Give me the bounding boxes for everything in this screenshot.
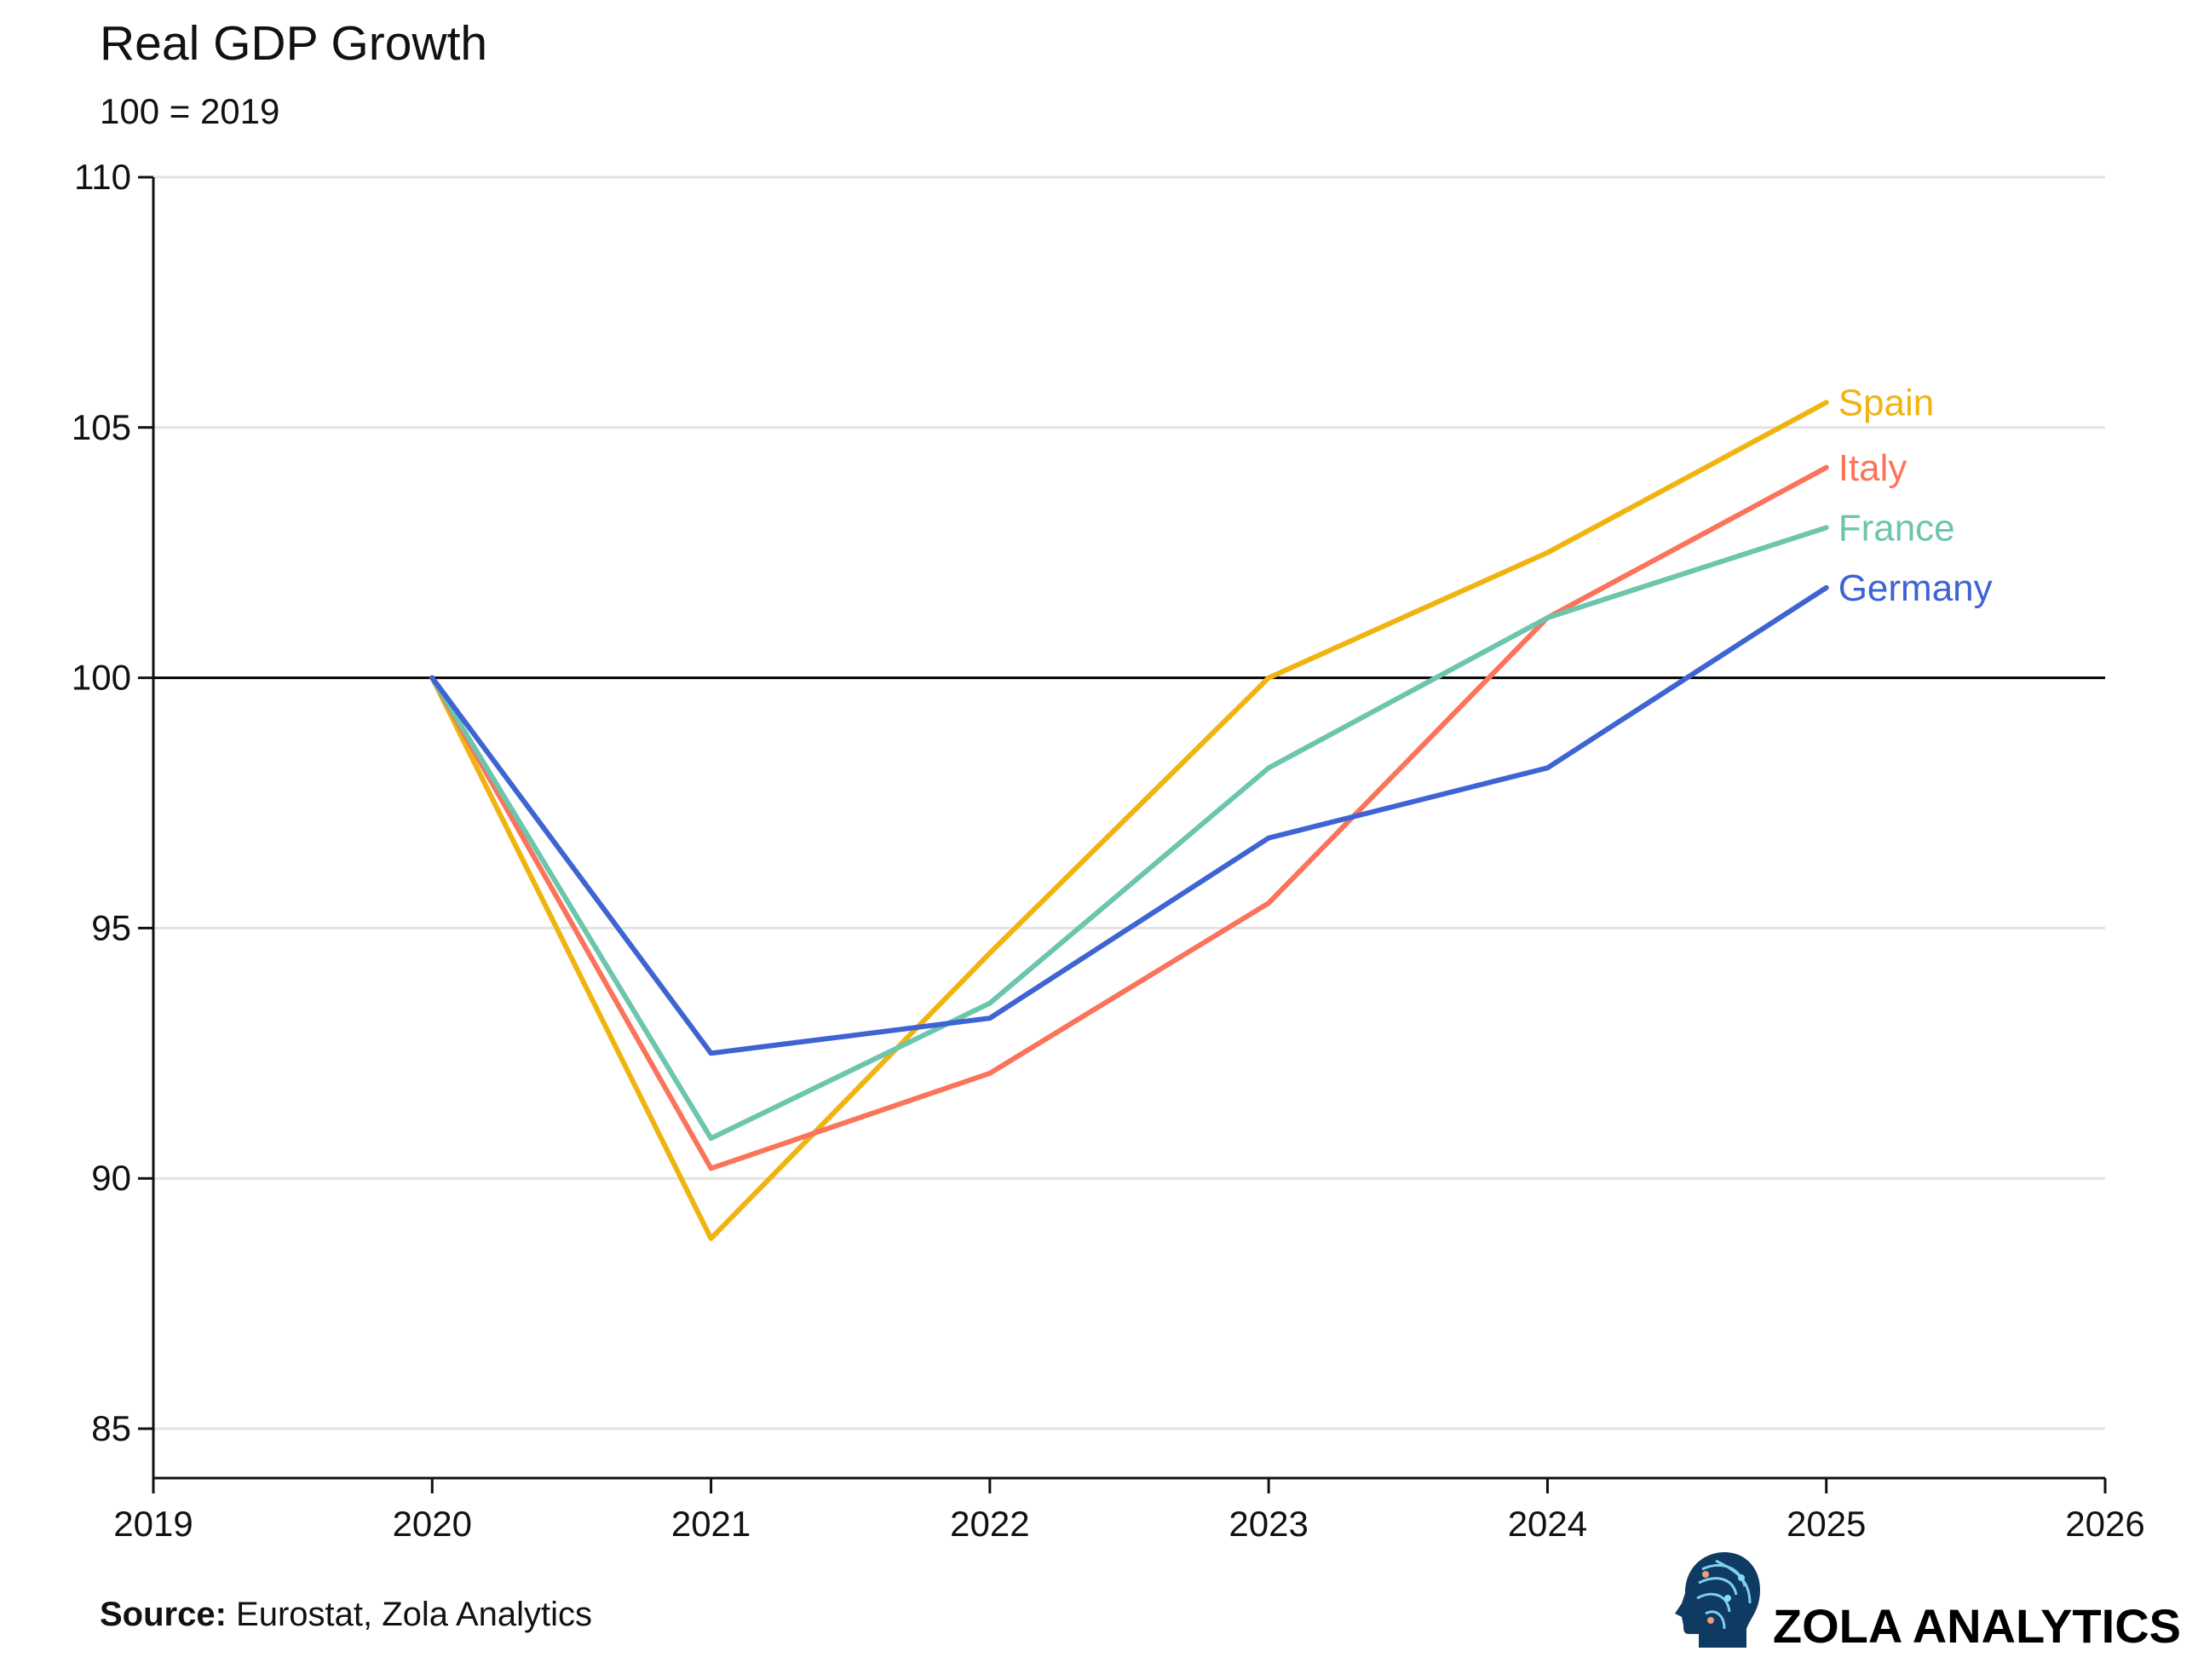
x-tick-label: 2022	[950, 1504, 1029, 1544]
series-line-france	[429, 525, 1829, 1142]
y-tick-label: 90	[91, 1158, 131, 1198]
x-tick-label: 2026	[2065, 1504, 2144, 1544]
series-label-germany: Germany	[1838, 567, 1993, 609]
series-label-spain: Spain	[1838, 382, 1935, 423]
series-line-spain	[429, 400, 1829, 1241]
ai-head-icon	[1675, 1552, 1760, 1648]
source-text: Eurostat, Zola Analytics	[227, 1596, 592, 1633]
source-label: Source:	[100, 1596, 227, 1633]
source-note: Source: Eurostat, Zola Analytics	[100, 1596, 592, 1633]
x-tick-label: 2019	[113, 1504, 193, 1544]
x-tick-label: 2024	[1508, 1504, 1587, 1544]
y-tick-label: 100	[72, 658, 131, 698]
chart-subtitle: 100 = 2019	[100, 91, 279, 131]
x-tick-label: 2025	[1787, 1504, 1866, 1544]
series-label-france: France	[1838, 507, 1955, 549]
series-line-italy	[429, 464, 1829, 1171]
y-tick-label: 110	[74, 157, 131, 197]
x-tick-label: 2021	[671, 1504, 751, 1544]
x-tick-label: 2023	[1228, 1504, 1308, 1544]
series-label-italy: Italy	[1838, 447, 1907, 489]
chart-title: Real GDP Growth	[100, 16, 487, 71]
y-tick-label: 105	[72, 407, 131, 447]
series-line-germany	[429, 584, 1829, 1056]
y-tick-label: 95	[91, 907, 131, 947]
y-tick-label: 85	[91, 1408, 131, 1448]
brand-name: ZOLA ANALYTICS	[1773, 1599, 2181, 1653]
x-tick-label: 2020	[393, 1504, 472, 1544]
